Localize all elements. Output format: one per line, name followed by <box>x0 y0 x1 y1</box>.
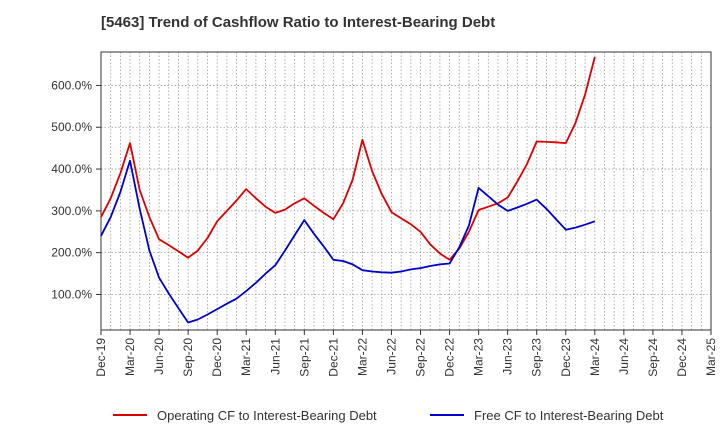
x-tick-label: Dec-20 <box>210 338 224 377</box>
x-tick-label: Jun-23 <box>501 338 515 375</box>
x-tick-label: Sep-23 <box>530 338 544 377</box>
legend-swatch-operating-cf <box>113 414 147 416</box>
legend: Operating CF to Interest-Bearing Debt Fr… <box>0 404 720 426</box>
y-tick-label: 500.0% <box>51 120 92 134</box>
y-tick-label: 100.0% <box>51 287 92 301</box>
x-tick-label: Sep-24 <box>646 338 660 377</box>
legend-label-free-cf: Free CF to Interest-Bearing Debt <box>474 407 664 423</box>
x-tick-label: Sep-22 <box>414 338 428 377</box>
x-tick-label: Mar-24 <box>588 338 602 376</box>
x-tick-label: Sep-21 <box>297 338 311 377</box>
legend-item-free-cf: Free CF to Interest-Bearing Debt <box>430 404 663 426</box>
series-line-operating-cf <box>100 56 596 261</box>
x-tick-label: Sep-20 <box>181 338 195 377</box>
y-tick-label: 200.0% <box>51 246 92 260</box>
y-tick-label: 600.0% <box>51 78 92 92</box>
x-tick-label: Jun-22 <box>384 338 398 375</box>
x-tick-label: Jun-21 <box>268 338 282 375</box>
x-tick-label: Mar-20 <box>123 338 137 376</box>
x-tick-label: Jun-20 <box>152 338 166 375</box>
x-tick-label: Dec-23 <box>559 338 573 377</box>
x-axis: Dec-19 Mar-20 Jun-20 Sep-20 Dec-20 Mar-21 Jun-… <box>94 330 718 377</box>
chart-title: [5463] Trend of Cashflow Ratio to Intere… <box>101 14 496 31</box>
series-lines <box>100 56 596 324</box>
plot-area <box>100 51 712 331</box>
x-tick-label: Mar-21 <box>239 338 253 376</box>
y-tick-label: 300.0% <box>51 204 92 218</box>
y-axis: 100.0% 200.0% 300.0% 400.0% 500.0% 600.0% <box>51 78 101 301</box>
y-tick-label: 400.0% <box>51 162 92 176</box>
x-tick-label: Dec-24 <box>675 338 689 377</box>
legend-item-operating-cf: Operating CF to Interest-Bearing Debt <box>113 404 377 426</box>
legend-swatch-free-cf <box>430 414 464 416</box>
x-tick-label: Jun-24 <box>617 338 631 375</box>
series-line-free-cf <box>100 159 596 324</box>
x-tick-label: Mar-23 <box>472 338 486 376</box>
x-tick-label: Mar-22 <box>355 338 369 376</box>
x-tick-label: Dec-22 <box>443 338 457 377</box>
x-tick-label: Dec-19 <box>94 338 108 377</box>
x-tick-label: Dec-21 <box>326 338 340 377</box>
grid-lines <box>100 52 712 330</box>
legend-label-operating-cf: Operating CF to Interest-Bearing Debt <box>157 407 377 423</box>
x-tick-label: Mar-25 <box>704 338 718 376</box>
